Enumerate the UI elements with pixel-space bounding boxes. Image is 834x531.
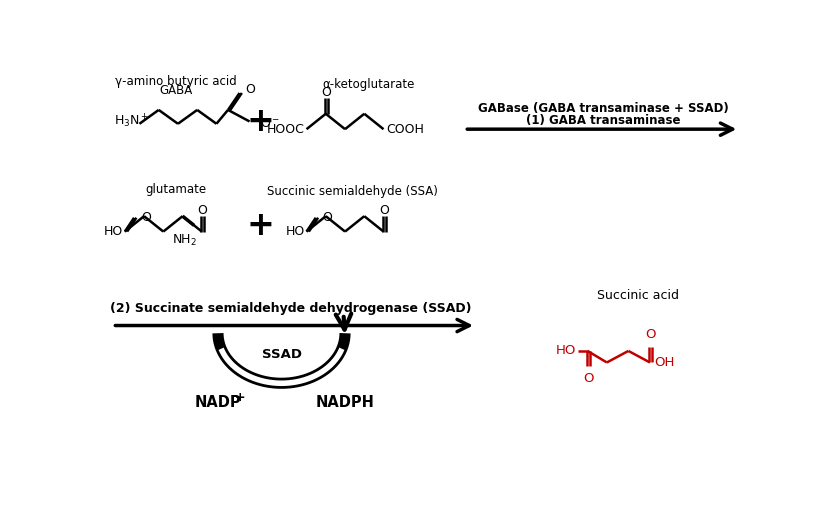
Text: HO: HO <box>286 225 305 238</box>
Text: NH$_2$: NH$_2$ <box>172 233 197 248</box>
Text: O: O <box>322 85 331 99</box>
Text: $\mathsf{O^-}$: $\mathsf{O^-}$ <box>260 116 280 130</box>
Text: O: O <box>246 83 255 96</box>
Text: γ-amino butyric acid: γ-amino butyric acid <box>115 74 237 88</box>
Text: α-ketoglutarate: α-ketoglutarate <box>322 78 414 91</box>
Text: O: O <box>141 211 151 224</box>
Text: +: + <box>235 391 245 404</box>
Text: OH: OH <box>655 356 675 369</box>
Text: O: O <box>379 203 389 217</box>
Text: +: + <box>246 105 274 138</box>
Text: HOOC: HOOC <box>267 123 305 135</box>
Text: O: O <box>646 328 656 341</box>
Text: GABA: GABA <box>159 84 193 97</box>
Text: HO: HO <box>555 345 576 357</box>
Text: Succinic semialdehyde (SSA): Succinic semialdehyde (SSA) <box>268 185 438 199</box>
Text: $\mathsf{H_3N^+}$: $\mathsf{H_3N^+}$ <box>114 113 149 130</box>
Text: SSAD: SSAD <box>262 348 302 361</box>
Text: O: O <box>583 372 594 386</box>
Text: NADPH: NADPH <box>315 395 374 410</box>
Text: NADP: NADP <box>194 395 241 410</box>
Text: (1) GABA transaminase: (1) GABA transaminase <box>525 114 681 127</box>
Text: HO: HO <box>104 225 123 238</box>
Text: (2) Succinate semialdehyde dehydrogenase (SSAD): (2) Succinate semialdehyde dehydrogenase… <box>110 302 472 315</box>
Text: +: + <box>246 209 274 242</box>
Text: GABase (GABA transaminase + SSAD): GABase (GABA transaminase + SSAD) <box>478 102 728 115</box>
Text: O: O <box>198 203 208 217</box>
Text: COOH: COOH <box>387 123 425 135</box>
Text: O: O <box>323 211 333 224</box>
Text: Succinic acid: Succinic acid <box>596 288 679 302</box>
Text: glutamate: glutamate <box>145 183 206 196</box>
